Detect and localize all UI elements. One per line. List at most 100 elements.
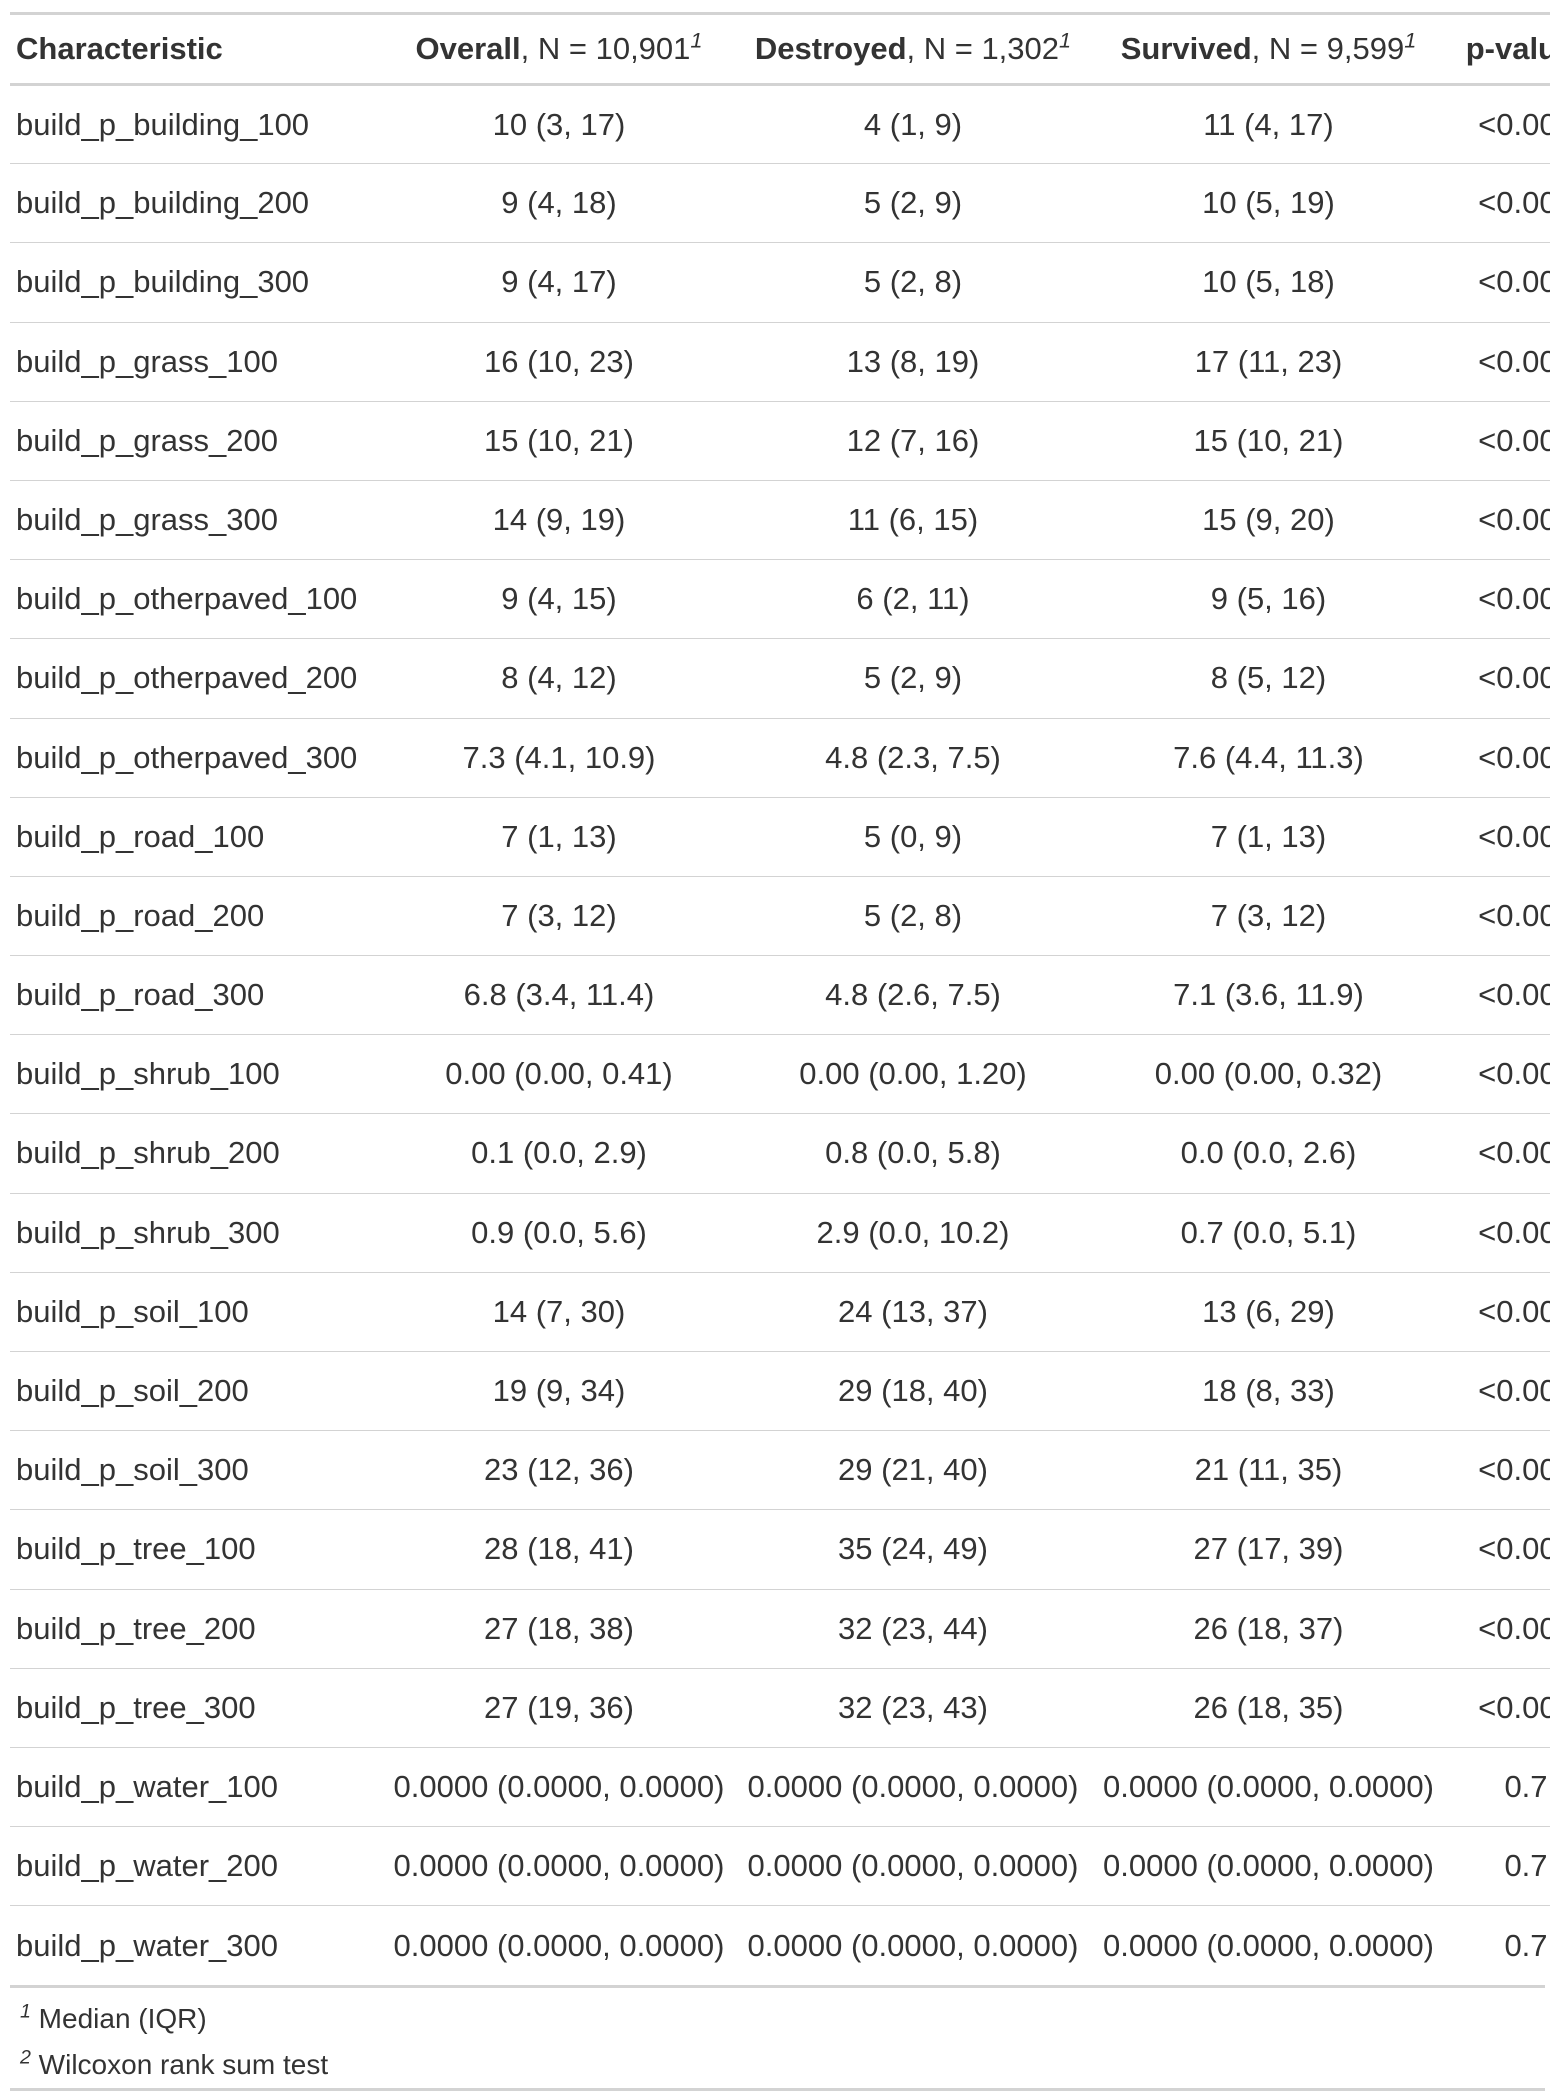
cell-characteristic: build_p_grass_200 (16, 422, 278, 458)
cell-characteristic: build_p_soil_200 (16, 1373, 249, 1409)
cell-destroyed: 13 (8, 19) (846, 343, 980, 379)
header-overall: Overall, N = 10,9011 (382, 14, 736, 85)
cell-characteristic: build_p_tree_200 (16, 1610, 256, 1646)
cell-survived: 21 (11, 35) (1194, 1452, 1343, 1488)
cell-pvalue: <0.001 (1478, 1689, 1550, 1725)
cell-overall: 0.00 (0.00, 0.41) (445, 1056, 673, 1092)
cell-survived: 0.0000 (0.0000, 0.0000) (1103, 1848, 1434, 1884)
cell-survived: 0.7 (0.0, 5.1) (1180, 1214, 1357, 1250)
cell-pvalue: <0.001 (1478, 660, 1550, 696)
cell-overall: 23 (12, 36) (484, 1452, 634, 1488)
cell-pvalue: <0.001 (1478, 1610, 1550, 1646)
cell-characteristic: build_p_building_300 (16, 264, 310, 300)
cell-overall: 8 (4, 12) (501, 660, 617, 696)
table-row: build_p_otherpaved_300 7.3 (4.1, 10.9) 4.8… (10, 718, 1550, 797)
cell-overall: 16 (10, 23) (484, 343, 634, 379)
header-overall-label: Overall (415, 30, 521, 66)
header-pvalue: p-value2 (1447, 14, 1550, 85)
cell-destroyed: 29 (21, 40) (838, 1452, 988, 1488)
cell-survived: 0.0 (0.0, 2.6) (1180, 1135, 1357, 1171)
cell-destroyed: 0.8 (0.0, 5.8) (825, 1135, 1001, 1171)
cell-characteristic: build_p_tree_300 (16, 1689, 256, 1725)
cell-survived: 0.00 (0.00, 0.32) (1154, 1056, 1383, 1092)
header-row: Characteristic Overall, N = 10,9011 Dest… (10, 13, 1550, 85)
cell-survived: 10 (5, 19) (1202, 185, 1335, 221)
cell-destroyed: 4.8 (2.3, 7.5) (825, 739, 1001, 775)
cell-destroyed: 2.9 (0.0, 10.2) (816, 1214, 1010, 1250)
cell-characteristic: build_p_otherpaved_100 (16, 581, 358, 617)
cell-destroyed: 6 (2, 11) (856, 581, 970, 617)
table-row: build_p_road_300 6.8 (3.4, 11.4) 4.8 (2.6,… (10, 955, 1550, 1035)
cell-destroyed: 35 (24, 49) (838, 1531, 988, 1567)
cell-overall: 7 (1, 13) (501, 818, 617, 854)
header-overall-footnote-mark: 1 (690, 27, 703, 53)
cell-characteristic: build_p_grass_300 (16, 501, 278, 537)
cell-overall: 9 (4, 18) (501, 185, 617, 221)
cell-overall: 0.9 (0.0, 5.6) (471, 1214, 647, 1250)
cell-survived: 26 (18, 37) (1193, 1610, 1344, 1646)
table-row: build_p_shrub_100 0.00 (0.00, 0.41) 0.00 (… (10, 1034, 1550, 1114)
cell-pvalue: <0.001 (1478, 581, 1550, 617)
cell-pvalue: <0.001 (1478, 264, 1550, 300)
cell-characteristic: build_p_shrub_100 (16, 1056, 280, 1092)
header-characteristic-label: Characteristic (16, 30, 223, 66)
cell-overall: 14 (7, 30) (492, 1293, 626, 1329)
cell-characteristic: build_p_water_200 (16, 1848, 278, 1884)
table-row: build_p_tree_200 27 (18, 38) 32 (23, 44) 26… (10, 1589, 1550, 1668)
cell-survived: 8 (5, 12) (1210, 660, 1327, 696)
footnote-text: Wilcoxon rank sum test (30, 2049, 329, 2080)
header-destroyed-n: , N = 1,302 (906, 30, 1060, 66)
cell-destroyed: 11 (6, 15) (847, 501, 979, 537)
cell-destroyed: 0.0000 (0.0000, 0.0000) (747, 1848, 1079, 1884)
cell-destroyed: 5 (2, 9) (863, 660, 963, 696)
table-row: build_p_water_300 0.0000 (0.0000, 0.0000)… (10, 1905, 1550, 1985)
cell-pvalue: <0.001 (1478, 1214, 1550, 1250)
table-row: build_p_water_200 0.0000 (0.0000, 0.0000)… (10, 1826, 1550, 1906)
table-row: build_p_grass_200 15 (10, 21) 12 (7, 16) 15… (10, 401, 1550, 480)
header-destroyed-footnote-mark: 1 (1059, 27, 1072, 53)
cell-pvalue: 0.7 (1504, 1768, 1548, 1804)
table-row: build_p_soil_100 14 (7, 30) 24 (13, 37) 13 … (10, 1272, 1550, 1351)
cell-destroyed: 0.0000 (0.0000, 0.0000) (747, 1927, 1079, 1963)
cell-overall: 7.3 (4.1, 10.9) (462, 739, 656, 775)
footnote: 2 Wilcoxon rank sum test (20, 2042, 1545, 2088)
cell-destroyed: 32 (23, 43) (838, 1689, 988, 1725)
header-survived-n: , N = 9,599 (1251, 30, 1405, 66)
cell-characteristic: build_p_road_200 (16, 897, 265, 933)
cell-destroyed: 12 (7, 16) (846, 422, 980, 458)
cell-overall: 15 (10, 21) (484, 422, 634, 458)
cell-characteristic: build_p_soil_300 (16, 1452, 249, 1488)
cell-overall: 0.0000 (0.0000, 0.0000) (393, 1927, 725, 1963)
cell-overall: 28 (18, 41) (484, 1531, 634, 1567)
cell-pvalue: <0.001 (1478, 1293, 1550, 1329)
cell-overall: 0.1 (0.0, 2.9) (471, 1135, 647, 1171)
cell-survived: 13 (6, 29) (1202, 1293, 1335, 1329)
cell-characteristic: build_p_grass_100 (16, 343, 278, 379)
summary-table: Characteristic Overall, N = 10,9011 Dest… (10, 12, 1550, 1985)
table-row: build_p_shrub_300 0.9 (0.0, 5.6) 2.9 (0.0,… (10, 1193, 1550, 1272)
cell-overall: 10 (3, 17) (492, 106, 626, 142)
table-row: build_p_building_200 9 (4, 18) 5 (2, 9) 10 … (10, 163, 1550, 243)
cell-characteristic: build_p_water_300 (16, 1927, 278, 1963)
header-destroyed-label: Destroyed (754, 30, 907, 66)
table-row: build_p_building_300 9 (4, 17) 5 (2, 8) 10 … (10, 242, 1550, 322)
cell-destroyed: 0.0000 (0.0000, 0.0000) (747, 1768, 1079, 1804)
cell-overall: 19 (9, 34) (492, 1373, 626, 1409)
footnote: 1 Median (IQR) (20, 1996, 1545, 2042)
cell-survived: 17 (11, 23) (1194, 343, 1343, 379)
cell-characteristic: build_p_tree_100 (16, 1531, 256, 1567)
footnotes: 1 Median (IQR) 2 Wilcoxon rank sum test (10, 1988, 1545, 2091)
footnote-mark: 2 (20, 2046, 31, 2069)
cell-characteristic: build_p_otherpaved_300 (16, 739, 358, 775)
cell-pvalue: <0.001 (1478, 1056, 1550, 1092)
cell-destroyed: 0.00 (0.00, 1.20) (799, 1056, 1027, 1092)
cell-pvalue: <0.001 (1478, 977, 1550, 1013)
cell-destroyed: 4 (1, 9) (863, 106, 963, 142)
cell-overall: 27 (18, 38) (484, 1610, 634, 1646)
cell-survived: 7 (1, 13) (1210, 818, 1327, 854)
cell-survived: 11 (4, 17) (1203, 106, 1334, 142)
cell-survived: 7.6 (4.4, 11.3) (1173, 739, 1364, 775)
table-row: build_p_grass_100 16 (10, 23) 13 (8, 19) 17… (10, 322, 1550, 401)
footnote-text: Median (IQR) (30, 2003, 207, 2034)
cell-overall: 9 (4, 17) (501, 264, 617, 300)
